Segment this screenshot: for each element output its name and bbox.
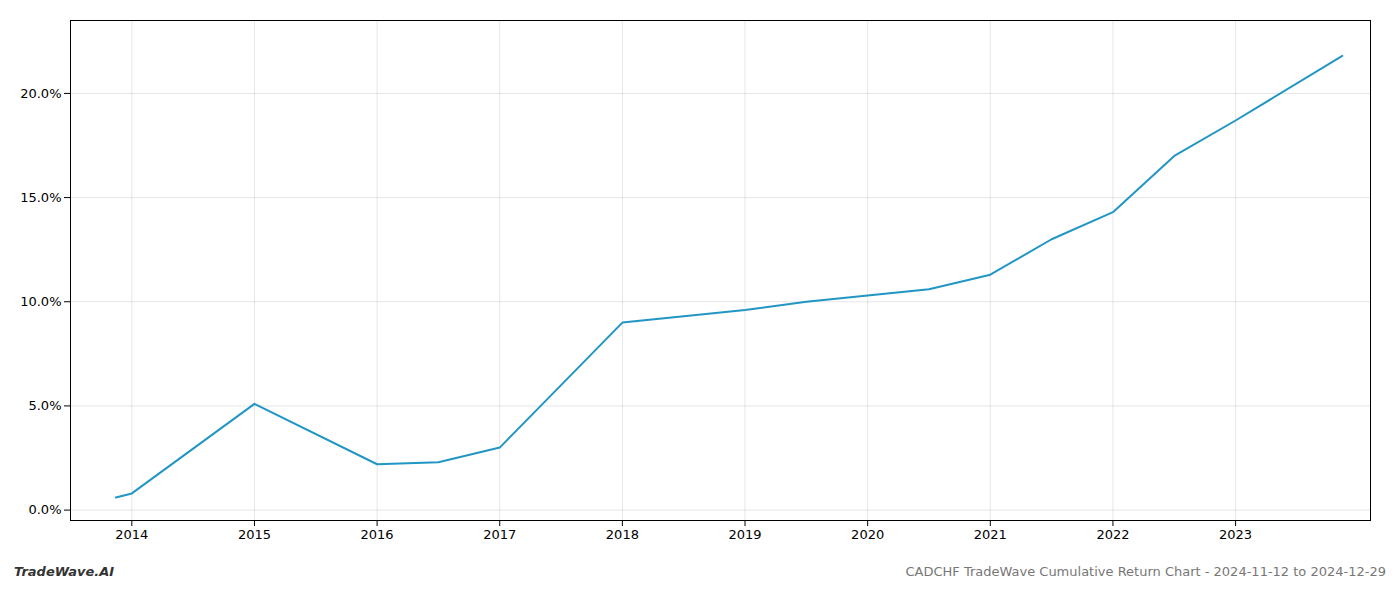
svg-text:2015: 2015 <box>238 527 271 542</box>
svg-text:20.0%: 20.0% <box>20 86 61 101</box>
svg-text:2023: 2023 <box>1219 527 1252 542</box>
svg-text:10.0%: 10.0% <box>20 294 61 309</box>
svg-text:2019: 2019 <box>728 527 761 542</box>
svg-text:2016: 2016 <box>361 527 394 542</box>
html-text:CADCHF TradeWave Cumulative Re: CADCHF TradeWave Cumulative Return Chart… <box>905 564 1386 579</box>
svg-text:2021: 2021 <box>974 527 1007 542</box>
svg-text:2017: 2017 <box>483 527 516 542</box>
svg-text:0.0%: 0.0% <box>28 502 61 517</box>
svg-text:2014: 2014 <box>115 527 148 542</box>
svg-text:2022: 2022 <box>1096 527 1129 542</box>
svg-text:2018: 2018 <box>606 527 639 542</box>
svg-text:5.0%: 5.0% <box>28 398 61 413</box>
html-text:TradeWave.AI: TradeWave.AI <box>14 564 115 579</box>
svg-text:2020: 2020 <box>851 527 884 542</box>
svg-text:15.0%: 15.0% <box>20 190 61 205</box>
